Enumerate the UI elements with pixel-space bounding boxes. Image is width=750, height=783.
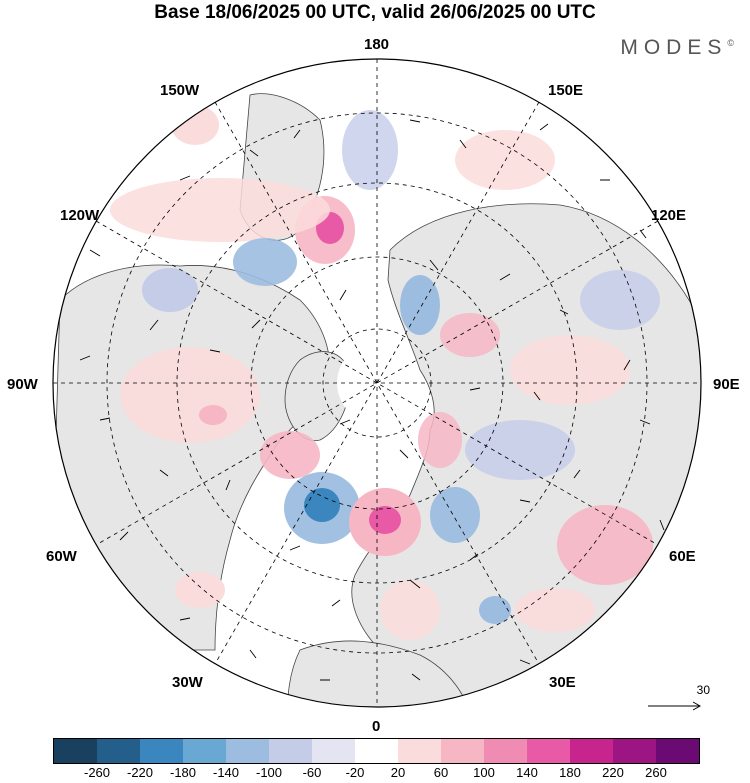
colorbar-swatch <box>54 739 97 763</box>
colorbar-tick-label: 20 <box>390 765 406 780</box>
colorbar-tick-label: 140 <box>516 765 538 780</box>
lon-label-60w: 60W <box>46 548 77 565</box>
colorbar-tick-label: -260 <box>83 765 111 780</box>
lon-label-180: 180 <box>364 36 390 53</box>
lon-label-0: 0 <box>372 718 381 735</box>
colorbar-swatch <box>441 739 484 763</box>
colorbar-tick-label: -220 <box>126 765 154 780</box>
colorbar-tick-label: -100 <box>255 765 283 780</box>
colorbar-swatch <box>484 739 527 763</box>
colorbar-tick-label: -180 <box>169 765 197 780</box>
map-boundary <box>52 58 702 708</box>
lon-label-90e: 90E <box>713 376 740 393</box>
africa-north-land <box>287 640 471 707</box>
colorbar-swatch <box>570 739 613 763</box>
lon-label-30w: 30W <box>172 674 203 691</box>
colorbar-swatch <box>269 739 312 763</box>
colorbar-swatch <box>312 739 355 763</box>
lon-label-60e: 60E <box>669 548 696 565</box>
lon-label-30e: 30E <box>549 674 576 691</box>
colorbar-tick-label: 60 <box>433 765 449 780</box>
colorbar-swatch <box>97 739 140 763</box>
colorbar-swatch <box>656 739 699 763</box>
lon-label-90w: 90W <box>7 376 38 393</box>
colorbar-tick-label: -140 <box>212 765 240 780</box>
reference-vector-label: 30 <box>696 683 710 697</box>
colorbar-swatch <box>527 739 570 763</box>
reference-vector-arrow <box>648 701 702 711</box>
lon-label-120e: 120E <box>651 207 687 224</box>
colorbar-swatch <box>183 739 226 763</box>
colorbar-swatch <box>226 739 269 763</box>
colorbar <box>53 738 700 764</box>
lon-label-150e: 150E <box>548 82 584 99</box>
colorbar-tick-label: 180 <box>559 765 581 780</box>
colorbar-swatch <box>613 739 656 763</box>
colorbar-swatch <box>398 739 441 763</box>
colorbar-tick-label: 100 <box>473 765 495 780</box>
map-title: Base 18/06/2025 00 UTC, valid 26/06/2025… <box>154 2 596 23</box>
polar-stereographic-map <box>52 58 702 711</box>
colorbar-swatch <box>140 739 183 763</box>
greenland-land <box>284 351 351 442</box>
lon-label-150w: 150W <box>160 82 200 99</box>
lon-label-120w: 120W <box>60 207 100 224</box>
colorbar-tick-label: -60 <box>302 765 322 780</box>
modes-logo: MODES© <box>620 36 734 59</box>
colorbar-tick-label: 220 <box>602 765 624 780</box>
graticule <box>53 59 701 707</box>
colorbar-tick-label: -20 <box>345 765 365 780</box>
colorbar-swatch <box>355 739 398 763</box>
colorbar-tick-label: 260 <box>645 765 667 780</box>
